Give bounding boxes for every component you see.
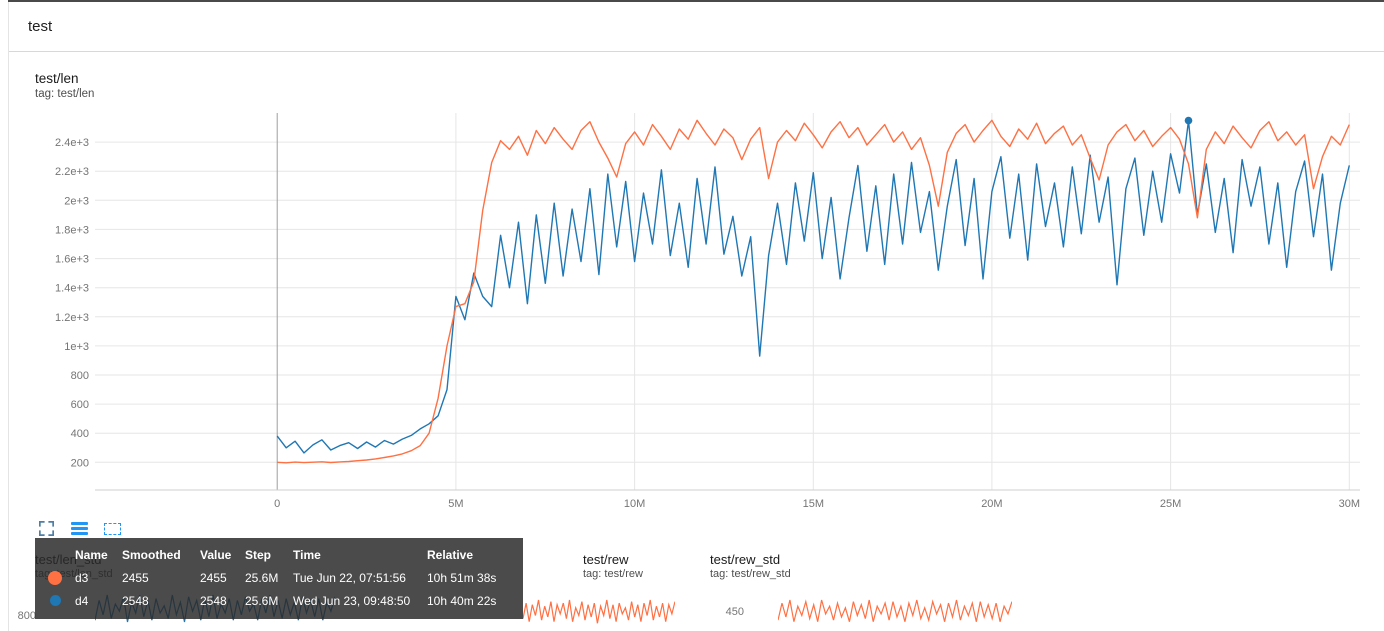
tooltip-step: 25.6M	[245, 570, 279, 585]
x-tick-label: 20M	[981, 498, 1002, 510]
menu-lines-button[interactable]	[69, 518, 90, 539]
hover-marker-d4	[1184, 116, 1193, 125]
y-tick-label: 2.4e+3	[55, 137, 89, 149]
x-tick-label: 15M	[803, 498, 824, 510]
x-tick-label: 5M	[448, 498, 463, 510]
spark-line	[523, 599, 675, 624]
x-tick-label: 30M	[1339, 498, 1360, 510]
section-title: test	[28, 18, 53, 35]
series-d4-line	[276, 119, 1350, 454]
expand-chart-button[interactable]	[36, 518, 57, 539]
fit-domain-button[interactable]	[102, 518, 123, 539]
series-swatch-d3	[48, 570, 62, 585]
section-header-test[interactable]: test	[9, 2, 1384, 52]
x-tick-label: 0	[274, 498, 280, 510]
tooltip-row-d3: d3 2455 2455 25.6M Tue Jun 22, 07:51:56 10h 5…	[35, 566, 523, 589]
main-chart-title-block: test/len tag: test/len	[35, 70, 94, 101]
card-top-border	[8, 0, 1384, 2]
y-tick-label: 600	[71, 399, 89, 411]
bottom-chart-tag-rew: tag: test/rew	[583, 568, 643, 580]
y-tick-label: 1.8e+3	[55, 224, 89, 236]
tooltip-header-row: Name Smoothed Value Step Time Relative	[35, 543, 523, 566]
tooltip-step: 25.6M	[245, 593, 279, 608]
series-swatch-d4	[49, 595, 61, 606]
y-tick-label: 800	[71, 370, 89, 382]
tooltip-relative: 10h 51m 38s	[427, 570, 497, 585]
menu-icon	[71, 522, 88, 535]
tooltip-value: 2455	[200, 570, 227, 585]
y-tick-label: 400	[71, 428, 89, 440]
tooltip-col-name: Name	[75, 547, 108, 562]
tooltip-col-relative: Relative	[427, 547, 474, 562]
x-tick-label: 10M	[624, 498, 645, 510]
card-left-border	[8, 2, 9, 631]
tooltip-smoothed: 2548	[122, 593, 149, 608]
bottom-chart-title-rew-std: test/rew_std	[710, 552, 781, 567]
x-tick-label: 25M	[1160, 498, 1181, 510]
chart-tag: tag: test/len	[35, 88, 95, 100]
tooltip-smoothed: 2455	[122, 570, 149, 585]
tooltip-relative: 10h 40m 22s	[427, 593, 497, 608]
chart-hover-tooltip: Name Smoothed Value Step Time Relative d3 2455 2…	[35, 538, 523, 619]
tooltip-run-name: d4	[75, 593, 89, 608]
bottom-right-y-tick: 450	[725, 606, 744, 618]
chart-title: test/len	[35, 71, 79, 86]
tooltip-col-value: Value	[200, 547, 232, 562]
tooltip-col-step: Step	[245, 547, 272, 562]
main-line-chart[interactable]: 200 400 600 800 1e+3 1.2e+3 1.4e+3 1.6e+3 1.8e+3…	[0, 100, 1384, 515]
tooltip-value: 2548	[200, 593, 227, 608]
y-tick-label: 200	[71, 457, 89, 469]
tooltip-time: Wed Jun 23, 09:48:50	[293, 593, 411, 608]
tooltip-row-d4: d4 2548 2548 25.6M Wed Jun 23, 09:48:50 10h 4…	[35, 589, 523, 612]
y-tick-label: 2.2e+3	[55, 166, 89, 178]
fit-selection-icon	[104, 522, 121, 535]
bottom-chart-title-rew: test/rew	[583, 552, 629, 567]
tooltip-time: Tue Jun 22, 07:51:56	[293, 570, 406, 585]
bottom-chart-rew[interactable]	[523, 598, 675, 631]
y-tick-label: 1.4e+3	[55, 283, 89, 295]
y-tick-label: 1.6e+3	[55, 254, 89, 266]
series-d3-line	[277, 119, 1350, 464]
tooltip-run-name: d3	[75, 570, 89, 585]
spark-line	[778, 599, 1012, 623]
bottom-left-y-tick: 800	[17, 610, 36, 622]
chart-toolbar	[36, 518, 123, 539]
expand-icon	[38, 520, 55, 537]
bottom-chart-tag-rew-std: tag: test/rew_std	[710, 568, 791, 580]
y-tick-label: 1e+3	[64, 341, 89, 353]
tooltip-col-smoothed: Smoothed	[122, 547, 181, 562]
bottom-chart-rew-std[interactable]	[778, 598, 1012, 631]
tooltip-col-time: Time	[293, 547, 321, 562]
y-tick-label: 2e+3	[64, 195, 89, 207]
y-tick-label: 1.2e+3	[55, 312, 89, 324]
